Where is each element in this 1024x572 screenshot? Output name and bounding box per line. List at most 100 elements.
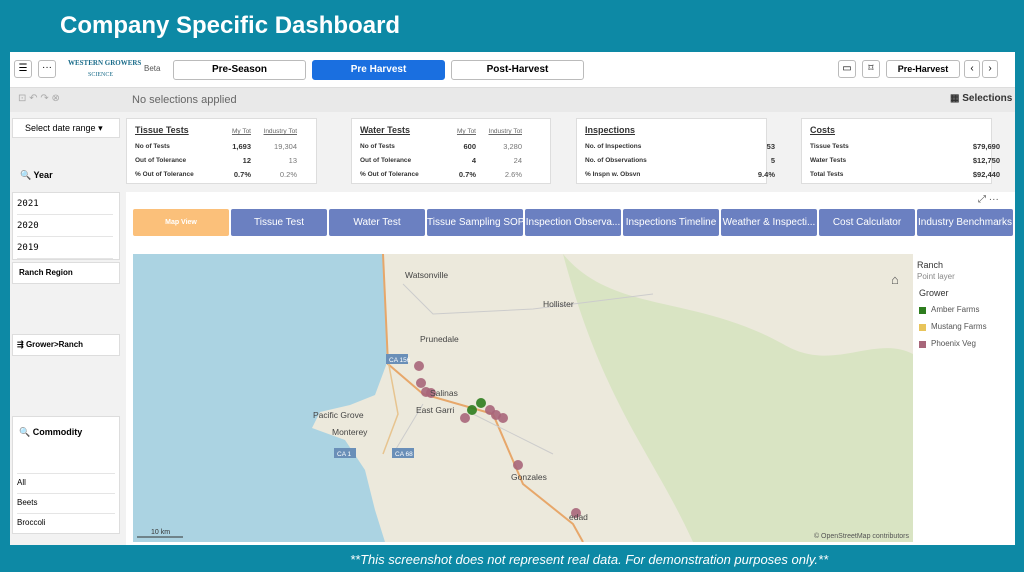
year-item[interactable]: 2021 [17, 199, 113, 215]
road-label: CA 68 [395, 451, 413, 458]
kpi-row-label: % Inspn w. Obsvn [585, 171, 641, 178]
legend-label: Amber Farms [931, 305, 980, 314]
kpi-value: 9.4% [757, 170, 775, 179]
nav-tab[interactable]: Weather & Inspecti... [721, 209, 817, 236]
svg-text:⌂: ⌂ [891, 272, 899, 287]
ranch-point[interactable] [476, 398, 486, 408]
kpi-title: Inspections [585, 125, 636, 135]
kpi-value: 5 [770, 156, 775, 165]
kpi-value: 4 [471, 156, 476, 165]
commodity-item[interactable]: Broccoli [17, 513, 115, 527]
place-label: Pacific Grove [313, 410, 364, 420]
ranch-point[interactable] [426, 388, 436, 398]
legend-swatch [919, 324, 926, 331]
sheet-controls: ⤢ ··· [978, 194, 999, 205]
selection-bar: ⊡ ↶ ↷ ⊗ No selections applied ▦ Selectio… [10, 88, 1015, 112]
ranch-point[interactable] [467, 405, 477, 415]
kpi-row-label: Out of Tolerance [135, 157, 187, 164]
ranch-point[interactable] [571, 508, 581, 518]
kpi-value: 13 [288, 156, 297, 165]
dashboard: ☰ ··· WESTERN GROWERS SCIENCE Beta ▭ ⌑ P… [10, 52, 1015, 545]
map: Watsonville Hollister Prunedale Salinas East… [133, 254, 913, 542]
kpi-value: 600 [463, 142, 476, 151]
date-picker[interactable]: Select date range ▾ [12, 118, 120, 138]
place-label: Salinas [430, 388, 458, 398]
ranch-point[interactable] [498, 413, 508, 423]
footer-note: **This screenshot does not represent rea… [350, 552, 829, 567]
present-button[interactable]: ▭ [838, 60, 856, 78]
map-legend: Ranch Point layer Grower Amber Farms Must… [913, 254, 1013, 542]
nav-tab[interactable]: Water Test [329, 209, 425, 236]
kpi-value: $79,690 [972, 142, 1000, 151]
kpi-card: Costs Tissue Tests $79,690 Water Tests $12,7… [801, 118, 1000, 184]
kpi-row-label: No. of Observations [585, 157, 647, 164]
kpi-card: Water Tests My Tot Industry Tot No of Tests… [351, 118, 551, 184]
next-button[interactable]: › [982, 60, 998, 78]
kpi-value: 1,693 [232, 142, 251, 151]
road-badge [392, 448, 414, 458]
menu-button[interactable]: ☰ [14, 60, 32, 78]
kpi-row-label: No of Tests [360, 143, 395, 150]
road-badge [334, 448, 356, 458]
kpi-row-label: No of Tests [135, 143, 170, 150]
kpi-value: 0.7% [233, 170, 251, 179]
legend-subtitle: Point layer [917, 272, 955, 281]
logo: WESTERN GROWERS [68, 59, 142, 67]
year-label: 🔍 Year [20, 170, 53, 180]
kpi-row-label: Water Tests [810, 157, 847, 164]
place-label: Gonzales [511, 472, 547, 482]
date-label: Select date range [25, 123, 96, 133]
more-button[interactable]: ··· [38, 60, 56, 78]
prev-button[interactable]: ‹ [964, 60, 980, 78]
phase-tab[interactable]: Pre Harvest [312, 60, 445, 80]
nav-tab[interactable]: Inspections Timeline [623, 209, 719, 236]
kpi-value: 0.2% [279, 170, 297, 179]
phase-tab[interactable]: Post-Harvest [451, 60, 584, 80]
kpi-row-label: % Out of Tolerance [135, 171, 194, 178]
ranch-region[interactable]: Ranch Region [12, 262, 120, 284]
road-label: CA 156 [389, 357, 411, 364]
kpi-card: Tissue Tests My Tot Industry Tot No of Test… [126, 118, 317, 184]
kpi-value: 3,280 [503, 142, 522, 151]
place-label: Hollister [543, 299, 574, 309]
commodity-item[interactable]: All [17, 473, 115, 487]
nav-tab[interactable]: Map View [133, 209, 229, 236]
nav-tab[interactable]: Industry Benchmarks [917, 209, 1013, 236]
grower-ranch[interactable]: ⇶ Grower>Ranch [12, 334, 120, 356]
kpi-value: 24 [513, 156, 522, 165]
commodity-item[interactable]: Beets [17, 493, 115, 507]
phase-tab[interactable]: Pre-Season [173, 60, 306, 80]
ranch-point[interactable] [513, 460, 523, 470]
kpi-column: My Tot [456, 128, 476, 135]
nav-tab[interactable]: Inspection Observa... [525, 209, 621, 236]
kpi-value: 0.7% [458, 170, 476, 179]
kpi-value: 12 [242, 156, 251, 165]
ranch-point[interactable] [414, 361, 424, 371]
nav-tab[interactable]: Cost Calculator [819, 209, 915, 236]
ranch-point[interactable] [460, 413, 470, 423]
kpi-title: Tissue Tests [135, 125, 189, 135]
year-item[interactable]: 2019 [17, 243, 113, 259]
selections-button[interactable]: ▦ Selections [950, 93, 1013, 104]
nav-tab[interactable]: Tissue Sampling SOP [427, 209, 523, 236]
legend-swatch [919, 341, 926, 348]
nav-tab[interactable]: Tissue Test [231, 209, 327, 236]
commodity-title: Commodity [32, 427, 83, 437]
bookmark-button[interactable]: ⌑ [862, 60, 880, 78]
sheet-button[interactable]: Pre-Harvest [886, 60, 960, 78]
legend-group: Grower [919, 288, 949, 298]
kpi-row-label: Tissue Tests [810, 143, 849, 150]
page-title: Company Specific Dashboard [60, 12, 401, 39]
kpi-value: $12,750 [972, 156, 1000, 165]
year-title: Year [33, 170, 53, 180]
year-item[interactable]: 2020 [17, 221, 113, 237]
selection-status: No selections applied [132, 94, 237, 106]
badge: Beta [144, 64, 161, 73]
kpi-row-label: Total Tests [810, 171, 844, 178]
filter-panel: Select date range ▾ 🔍 Year 2021 2020 2019 … [10, 112, 122, 545]
ranch-points [414, 361, 581, 518]
kpi-row-label: % Out of Tolerance [360, 171, 419, 178]
legend-label: Phoenix Veg [931, 339, 976, 348]
ranch-point[interactable] [416, 378, 426, 388]
selections-label: Selections [962, 93, 1013, 104]
